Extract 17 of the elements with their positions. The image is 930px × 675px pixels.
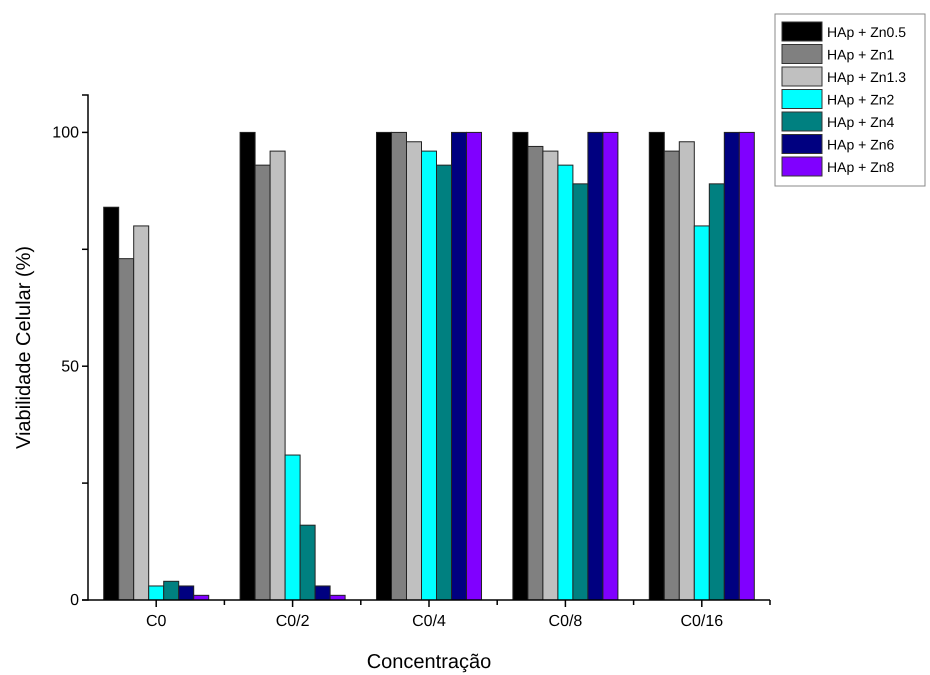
y-tick-label: 0 xyxy=(70,592,80,610)
legend-label: HAp + Zn0.5 xyxy=(827,24,906,40)
y-tick-label: 50 xyxy=(61,358,80,376)
legend-label: HAp + Zn1.3 xyxy=(827,69,906,85)
legend-label: HAp + Zn1 xyxy=(827,46,895,62)
x-tick-label: C0/4 xyxy=(412,613,446,630)
y-tick-label: 100 xyxy=(52,124,80,142)
x-tick-label: C0 xyxy=(146,613,167,630)
x-axis-title: Concentração xyxy=(366,651,492,673)
y-axis-title: Viabilidade Celular (%) xyxy=(13,246,35,450)
x-tick-label: C0/2 xyxy=(276,613,310,630)
x-tick-label: C0/16 xyxy=(680,613,724,630)
legend-label: HAp + Zn2 xyxy=(827,92,895,108)
x-tick-label: C0/8 xyxy=(548,613,582,630)
legend-label: HAp + Zn8 xyxy=(827,159,895,175)
legend-label: HAp + Zn6 xyxy=(827,136,895,152)
legend-label: HAp + Zn4 xyxy=(827,114,895,130)
